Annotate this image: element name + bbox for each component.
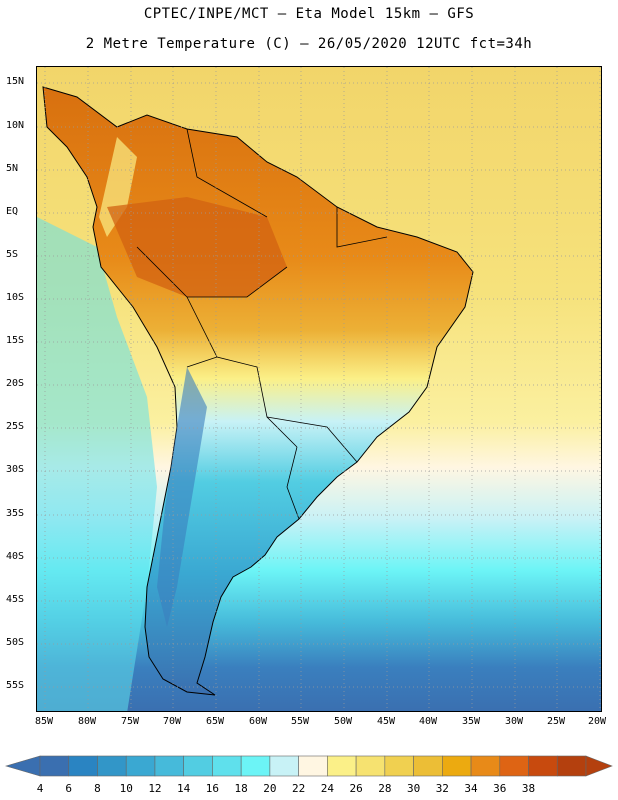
lat-label: 25S [6,421,25,432]
legend-value: 4 [36,782,44,795]
lat-label: 30S [6,464,25,475]
map-title: CPTEC/INPE/MCT – Eta Model 15km – GFS [143,6,475,22]
legend-value: 16 [205,782,220,795]
legend-value: 20 [263,782,277,795]
lat-label: 10N [6,120,25,131]
legend-value: 10 [119,782,133,795]
legend-swatch [240,755,271,777]
legend-swatch [413,755,443,777]
legend-swatch [212,755,242,777]
lon-label: 80W [77,716,97,727]
lat-label: 15S [6,335,25,346]
legend-swatch [125,755,156,777]
lon-label: 45W [376,716,396,727]
map-canvas [37,67,601,711]
temperature-map [36,66,602,712]
lon-label: 85W [34,716,54,727]
lon-label: 75W [120,716,140,727]
lon-label: 40W [418,716,438,727]
legend-value: 24 [320,782,334,795]
lat-label: 10S [6,292,25,303]
legend-swatch [442,755,472,777]
legend-swatch [327,755,357,777]
legend-arrow-low [4,755,41,777]
lon-label: 30W [504,716,524,727]
legend-value: 38 [521,782,536,795]
legend-swatch [154,755,184,777]
legend-swatch [97,755,127,777]
lon-label: 35W [461,716,481,727]
legend-value: 30 [406,782,421,795]
legend-value: 14 [177,782,191,795]
lat-label: 5N [6,163,19,174]
lat-label: 5S [6,249,19,260]
lat-label: 15N [6,76,25,87]
legend-swatch [355,755,386,777]
lat-label: 40S [6,551,25,562]
lat-label: 55S [6,680,25,691]
lon-label: 20W [587,716,607,727]
legend-value: 28 [378,782,392,795]
country-borders [136,128,388,520]
legend-value: 8 [94,782,101,795]
lon-label: 70W [162,716,182,727]
legend-value: 22 [292,782,306,795]
lon-label: 55W [290,716,310,727]
legend-swatch [183,755,213,777]
lat-label: 35S [6,508,25,519]
map-subtitle: 2 Metre Temperature (C) – 26/05/2020 12U… [85,36,533,52]
lon-label: 25W [546,716,566,727]
lon-label: 50W [333,716,353,727]
lat-label: 50S [6,637,25,648]
legend-value: 18 [234,782,248,795]
lat-label: 45S [6,594,25,605]
lat-label: 20S [6,378,25,389]
legend-swatch [384,755,414,777]
legend-value: 36 [493,782,507,795]
legend-swatch [269,755,299,777]
lon-label: 65W [205,716,225,727]
legend-value: 12 [148,782,162,795]
lat-label: EQ [6,206,19,217]
legend-value: 34 [464,782,478,795]
legend-swatch [470,755,501,777]
legend-swatch [499,755,529,777]
color-legend [4,755,613,777]
legend-swatch [39,755,70,777]
legend-swatch [298,755,328,777]
lon-label: 60W [248,716,268,727]
legend-value: 6 [65,782,73,795]
legend-arrow-high [585,755,613,777]
legend-value: 32 [435,782,449,795]
legend-swatch [528,755,558,777]
legend-swatch [556,755,587,777]
legend-value: 26 [349,782,363,795]
legend-swatch [68,755,98,777]
